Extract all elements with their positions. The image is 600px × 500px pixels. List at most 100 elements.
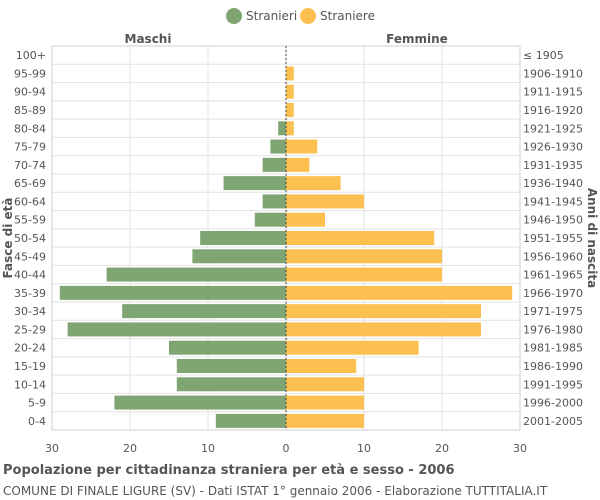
- bar-female-80-84: [286, 121, 294, 136]
- age-group-label: 85-89: [14, 104, 46, 117]
- birth-year-label: 1951-1955: [523, 232, 583, 245]
- birth-year-label: 1966-1970: [523, 287, 583, 300]
- age-group-label: 30-34: [14, 305, 46, 318]
- age-group-label: 90-94: [14, 86, 46, 99]
- header-femmine: Femmine: [386, 32, 448, 46]
- bar-male-75-79: [270, 139, 286, 154]
- bar-female-50-54: [286, 231, 435, 245]
- age-group-label: 55-59: [14, 214, 46, 227]
- age-group-label: 100+: [16, 49, 46, 62]
- birth-year-label: 1916-1920: [523, 104, 583, 117]
- x-tick-label: 0: [283, 442, 290, 455]
- age-group-label: 5-9: [28, 397, 46, 410]
- bar-female-20-24: [286, 340, 419, 355]
- birth-year-label: 1941-1945: [523, 195, 583, 208]
- legend[interactable]: Stranieri Straniere: [226, 8, 375, 24]
- legend-swatch-straniere[interactable]: [300, 8, 316, 24]
- bar-male-60-64: [262, 194, 286, 209]
- birth-year-label: 1956-1960: [523, 250, 583, 263]
- labels: 30 20 10 0 10 20 30 100+ ≤ 1905 95-99 1906-1910 90-…: [1, 32, 599, 455]
- birth-year-label: 1911-1915: [523, 86, 583, 99]
- age-group-label: 10-14: [14, 378, 46, 391]
- birth-year-label: 1921-1925: [523, 122, 583, 135]
- legend-label-straniere[interactable]: Straniere: [320, 9, 375, 23]
- bar-male-20-24: [169, 340, 286, 355]
- birth-year-label: 1936-1940: [523, 177, 583, 190]
- bar-male-5-9: [114, 395, 287, 410]
- birth-year-label: 1986-1990: [523, 360, 583, 373]
- bar-female-40-44: [286, 267, 442, 282]
- age-group-label: 15-19: [14, 360, 46, 373]
- bar-male-0-4: [215, 413, 286, 428]
- chart-subtitle: COMUNE DI FINALE LIGURE (SV) - Dati ISTA…: [3, 484, 548, 498]
- age-group-label: 75-79: [14, 141, 46, 154]
- population-pyramid-chart: 30 20 10 0 10 20 30 100+ ≤ 1905 95-99 1906-1910 90-…: [1, 8, 599, 455]
- bar-female-15-19: [286, 359, 357, 373]
- age-group-label: 50-54: [14, 232, 46, 245]
- legend-swatch-stranieri[interactable]: [226, 8, 242, 24]
- birth-year-label: 1931-1935: [523, 159, 583, 172]
- bar-female-75-79: [286, 139, 318, 154]
- age-group-label: 45-49: [14, 250, 46, 263]
- birth-year-label: 2001-2005: [523, 415, 583, 428]
- bar-male-70-74: [262, 157, 286, 172]
- bar-female-25-29: [286, 322, 481, 337]
- bar-female-45-49: [286, 249, 442, 264]
- legend-label-stranieri[interactable]: Stranieri: [246, 9, 297, 23]
- bar-male-45-49: [192, 249, 286, 264]
- birth-year-label: 1961-1965: [523, 269, 583, 282]
- bar-male-40-44: [106, 267, 286, 282]
- bar-male-10-14: [176, 377, 286, 392]
- bar-male-15-19: [176, 359, 286, 373]
- bar-male-80-84: [278, 121, 286, 136]
- x-tick-label: 10: [357, 442, 371, 455]
- birth-year-label: 1981-1985: [523, 342, 583, 355]
- birth-year-label: 1996-2000: [523, 397, 583, 410]
- bars: [59, 46, 513, 430]
- bar-female-30-34: [286, 304, 481, 319]
- bar-female-55-59: [286, 212, 325, 227]
- birth-year-label: 1976-1980: [523, 323, 583, 336]
- age-group-label: 70-74: [14, 159, 46, 172]
- age-group-label: 40-44: [14, 269, 46, 282]
- bar-female-35-39: [286, 285, 513, 300]
- bar-male-50-54: [200, 231, 286, 245]
- birth-year-label: 1946-1950: [523, 214, 583, 227]
- birth-year-label: 1971-1975: [523, 305, 583, 318]
- bar-female-95-99: [286, 66, 294, 81]
- bar-female-5-9: [286, 395, 364, 410]
- x-tick-label: 30: [45, 442, 59, 455]
- bar-male-25-29: [67, 322, 286, 337]
- header-maschi: Maschi: [125, 32, 172, 46]
- bar-male-55-59: [254, 212, 286, 227]
- bar-female-85-89: [286, 103, 294, 117]
- bar-female-65-69: [286, 176, 341, 191]
- age-group-label: 25-29: [14, 323, 46, 336]
- age-group-label: 35-39: [14, 287, 46, 300]
- age-group-label: 80-84: [14, 122, 46, 135]
- birth-year-label: 1926-1930: [523, 141, 583, 154]
- x-tick-label: 20: [435, 442, 449, 455]
- birth-year-label: ≤ 1905: [523, 49, 564, 62]
- y-axis-label-right: Anni di nascita: [585, 188, 599, 288]
- x-tick-label: 30: [513, 442, 527, 455]
- bar-female-70-74: [286, 157, 310, 172]
- age-group-label: 0-4: [28, 415, 46, 428]
- bar-male-35-39: [59, 285, 286, 300]
- chart-title: Popolazione per cittadinanza straniera p…: [3, 463, 455, 478]
- bar-male-65-69: [223, 176, 286, 191]
- bar-female-60-64: [286, 194, 364, 209]
- y-axis-label-left: Fasce di età: [1, 197, 15, 278]
- bar-female-90-94: [286, 84, 294, 99]
- age-group-label: 65-69: [14, 177, 46, 190]
- age-group-label: 20-24: [14, 342, 46, 355]
- age-group-label: 95-99: [14, 67, 46, 80]
- birth-year-label: 1906-1910: [523, 67, 583, 80]
- x-tick-label: 10: [201, 442, 215, 455]
- bar-male-30-34: [122, 304, 286, 319]
- birth-year-label: 1991-1995: [523, 378, 583, 391]
- x-tick-label: 20: [123, 442, 137, 455]
- bar-female-0-4: [286, 413, 364, 428]
- bar-female-10-14: [286, 377, 364, 392]
- age-group-label: 60-64: [14, 195, 46, 208]
